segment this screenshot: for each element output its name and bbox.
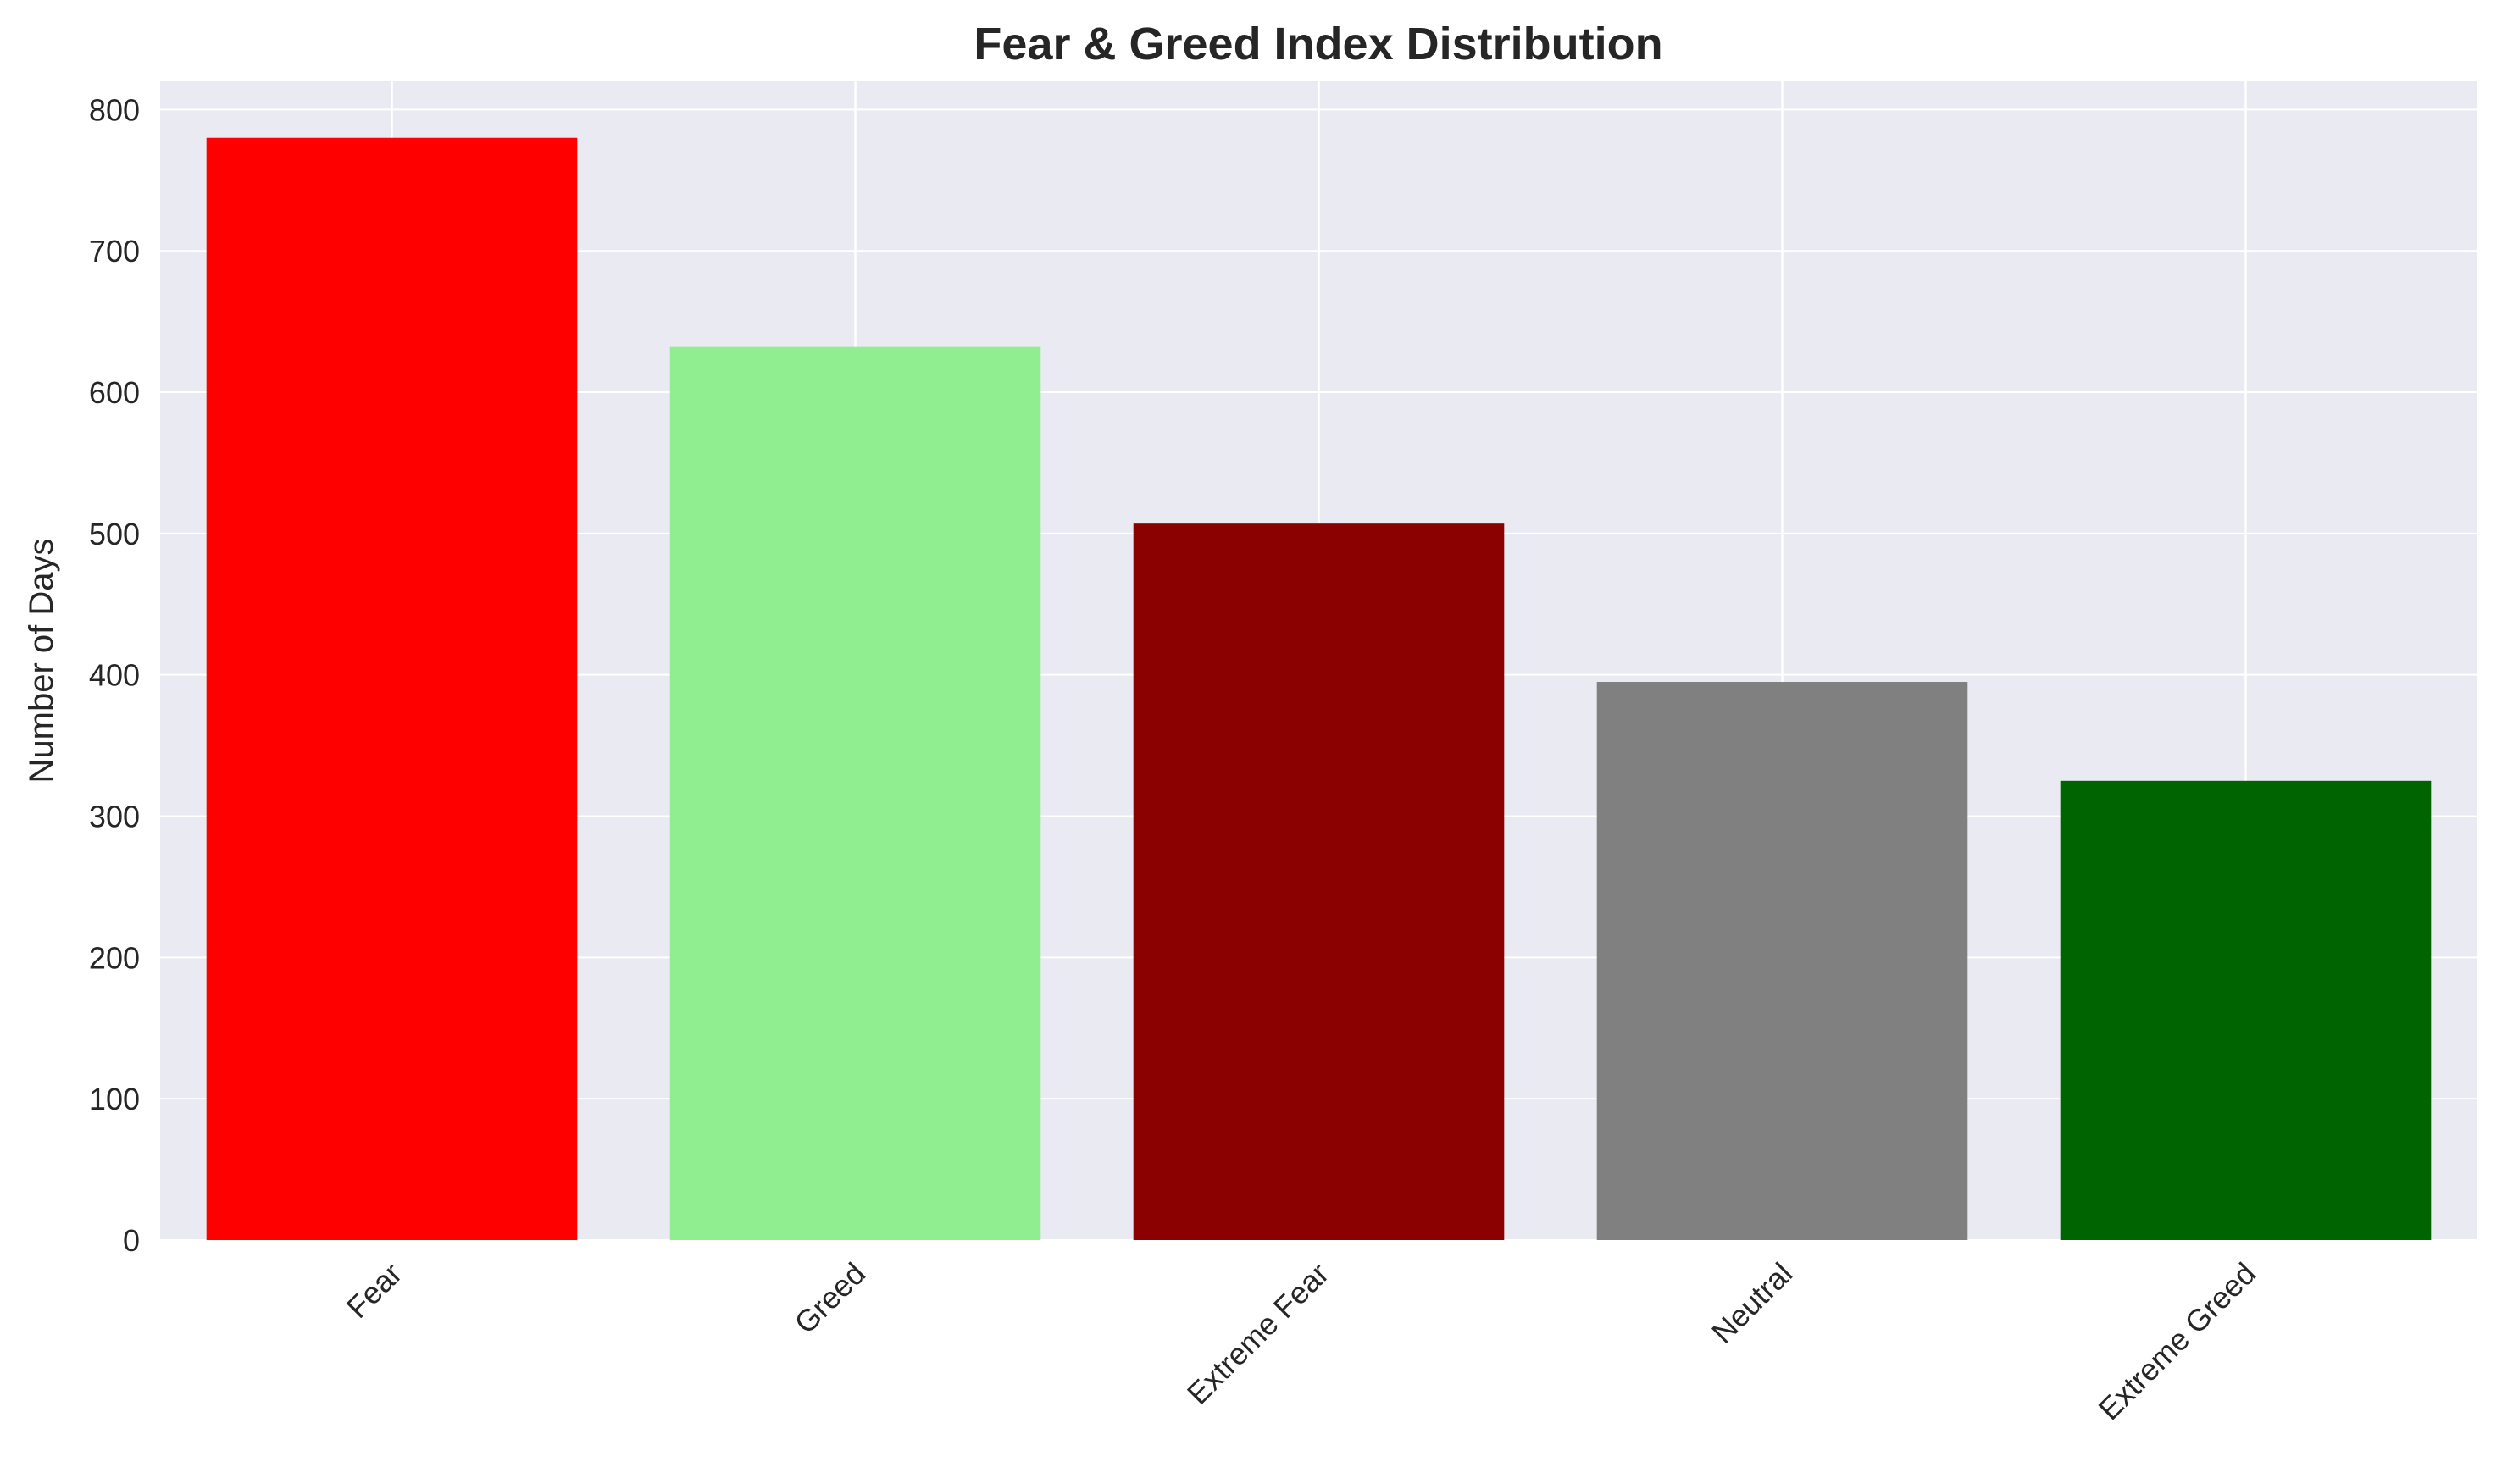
x-tick-label: Fear	[340, 1256, 408, 1325]
y-axis-ticks: 0 100 200 300 400 500 600 700 800	[89, 92, 140, 1258]
y-tick-label: 0	[123, 1223, 140, 1258]
chart-title: Fear & Greed Index Distribution	[974, 19, 1662, 69]
y-tick-label: 100	[89, 1082, 140, 1116]
bars	[206, 137, 2432, 1241]
x-tick-label: Extreme Fear	[1180, 1256, 1335, 1411]
y-tick-label: 500	[89, 517, 140, 551]
x-axis-ticks: Fear Greed Extreme Fear Neutral Extreme Gree…	[340, 1256, 2262, 1427]
y-tick-label: 600	[89, 375, 140, 410]
y-axis-label: Number of Days	[23, 539, 60, 784]
x-tick-label: Extreme Greed	[2092, 1256, 2263, 1427]
bar	[669, 346, 1041, 1240]
x-tick-label: Greed	[787, 1256, 872, 1341]
bar	[2060, 780, 2432, 1240]
y-tick-label: 800	[89, 92, 140, 127]
y-tick-label: 200	[89, 940, 140, 975]
bar	[1133, 523, 1505, 1240]
y-tick-label: 700	[89, 234, 140, 269]
bar	[206, 137, 578, 1241]
bar	[1596, 682, 1968, 1240]
y-tick-label: 400	[89, 658, 140, 693]
x-tick-label: Neutral	[1705, 1256, 1799, 1350]
y-tick-label: 300	[89, 800, 140, 834]
